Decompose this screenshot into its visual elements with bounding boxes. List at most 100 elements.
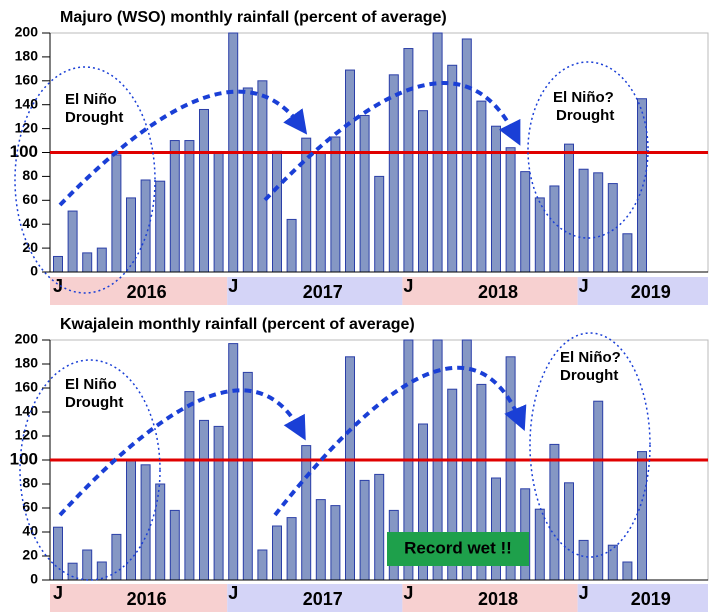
x-tick-label: J [579, 583, 589, 603]
annotation: Record wet !! [404, 538, 512, 557]
trend-arrow [263, 81, 521, 202]
record-box [387, 532, 529, 566]
bar [388, 74, 399, 273]
y-tick-label: 120 [15, 119, 39, 135]
bar [315, 152, 326, 273]
bar [476, 100, 487, 273]
bar [578, 168, 589, 273]
trend-arrow [273, 365, 527, 517]
bar [169, 509, 180, 581]
bar [242, 371, 253, 581]
year-label: 2017 [303, 589, 343, 609]
x-tick-label: J [228, 276, 238, 296]
bar [403, 48, 414, 273]
y-tick-label: 60 [22, 191, 38, 207]
annotation: El Niño [65, 91, 117, 108]
year-label: 2018 [478, 589, 518, 609]
y-tick-label: 100 [10, 142, 38, 161]
bar [549, 185, 560, 273]
bar [140, 464, 151, 581]
bar [637, 98, 647, 273]
bar [345, 69, 355, 273]
drought-ellipse [527, 61, 649, 239]
annotation: Drought [556, 107, 614, 124]
x-tick-label: J [53, 583, 63, 603]
bar [315, 499, 326, 581]
bar [53, 526, 63, 581]
year-label: 2016 [127, 282, 167, 302]
bar [199, 419, 209, 581]
year-label: 2017 [303, 282, 343, 302]
bar [578, 539, 589, 581]
year-label: 2018 [478, 282, 518, 302]
y-tick-label: 160 [15, 72, 39, 88]
y-tick-label: 60 [22, 499, 38, 515]
year-band [402, 277, 578, 305]
bar [593, 400, 604, 581]
drought-ellipse [14, 66, 156, 294]
bar [272, 150, 282, 273]
bar [374, 473, 385, 581]
year-band [402, 584, 578, 612]
year-band [227, 584, 403, 612]
y-tick-label: 120 [15, 427, 39, 443]
bar [549, 443, 560, 581]
y-tick-label: 180 [15, 355, 39, 371]
bar [374, 175, 385, 273]
bar [564, 482, 574, 581]
annotation: Drought [560, 367, 618, 384]
bar [213, 152, 224, 273]
year-band [577, 277, 708, 305]
bar [330, 136, 341, 273]
bar [199, 108, 209, 273]
bar [272, 525, 282, 581]
y-tick-label: 200 [15, 24, 39, 40]
x-tick-label: J [403, 583, 413, 603]
bar [111, 154, 122, 273]
y-tick-label: 180 [15, 48, 39, 64]
bar [461, 38, 472, 273]
y-tick-label: 80 [22, 475, 38, 491]
year-band [577, 584, 708, 612]
bar [359, 479, 370, 581]
drought-ellipse [529, 332, 651, 558]
bar [126, 197, 136, 273]
bar [184, 391, 195, 581]
x-tick-label: J [579, 276, 589, 296]
y-tick-label: 80 [22, 167, 38, 183]
bar [637, 451, 647, 581]
year-label: 2016 [127, 589, 167, 609]
bar [111, 533, 122, 581]
y-tick-label: 40 [22, 215, 38, 231]
bar [126, 459, 136, 581]
x-tick-label: J [53, 276, 63, 296]
annotation: Drought [65, 394, 123, 411]
year-band [50, 584, 228, 612]
chart-title: Kwajalein monthly rainfall (percent of a… [60, 316, 415, 333]
bar [534, 508, 545, 581]
y-tick-label: 0 [30, 263, 38, 279]
bar [67, 210, 78, 273]
bar [82, 252, 93, 273]
bar [622, 561, 633, 581]
bar [155, 180, 166, 273]
y-tick-label: 0 [30, 571, 38, 587]
bar [213, 425, 224, 581]
annotation: El Niño? [560, 349, 621, 366]
y-tick-label: 100 [10, 449, 38, 468]
chart-title: Majuro (WSO) monthly rainfall (percent o… [60, 9, 447, 26]
bar [257, 549, 268, 581]
y-tick-label: 20 [22, 547, 38, 563]
bar [82, 549, 93, 581]
trend-arrow [58, 388, 306, 517]
bar [286, 218, 297, 273]
bar [345, 356, 355, 581]
bar [330, 505, 341, 581]
x-tick-label: J [228, 583, 238, 603]
bar [491, 125, 501, 273]
bar [564, 143, 574, 273]
annotation: El Niño? [553, 89, 614, 106]
bar [593, 172, 604, 273]
bar [622, 233, 633, 273]
